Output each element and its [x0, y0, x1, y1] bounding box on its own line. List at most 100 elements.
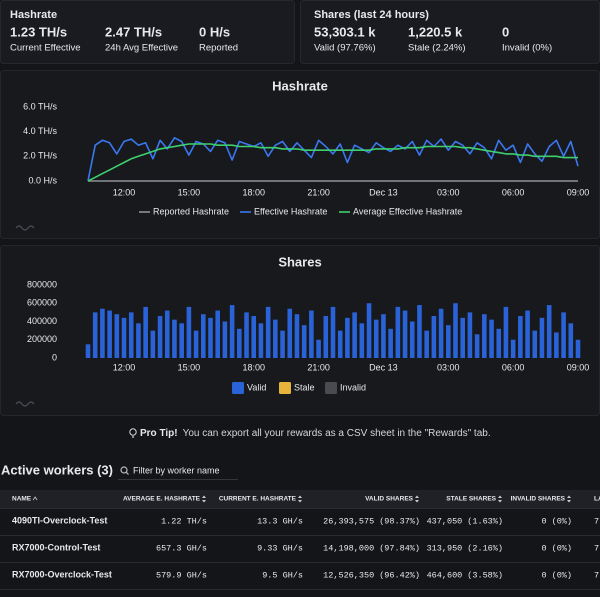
bar — [417, 305, 422, 358]
stat-label: Invalid (0%) — [502, 43, 552, 54]
cell-value: 0 — [541, 516, 546, 526]
pro-tip-text: You can export all your rewards as a CSV… — [183, 428, 491, 439]
bar — [345, 317, 350, 358]
y-tick-label: 800000 — [27, 279, 57, 289]
y-tick-label: 4.0 TH/s — [23, 126, 57, 136]
x-tick-label: 15:00 — [178, 187, 201, 197]
pro-tip-label: Pro Tip! — [140, 428, 178, 439]
bar — [424, 330, 429, 358]
bar — [92, 312, 98, 358]
bar — [373, 319, 379, 358]
bar — [114, 314, 120, 358]
y-tick-label: 0 — [52, 352, 57, 362]
legend-label: Valid — [247, 382, 266, 392]
bar — [539, 317, 545, 358]
bar — [388, 328, 393, 358]
cell-value: 7 — [594, 570, 599, 580]
bar — [431, 316, 437, 358]
bar — [503, 306, 509, 358]
legend-label: Invalid — [340, 382, 366, 392]
bar — [265, 306, 271, 358]
y-tick-label: 600000 — [27, 298, 57, 308]
column-header[interactable]: STALE SHARES — [446, 496, 496, 503]
worker-name: RX7000-Overclock-Test — [12, 569, 112, 579]
bar — [85, 344, 91, 358]
cell-value: 0 — [541, 543, 546, 553]
cell-value: 7 — [594, 516, 599, 526]
y-tick-label: 6.0 TH/s — [23, 101, 57, 111]
bar — [453, 303, 458, 358]
bar — [546, 305, 552, 358]
pro-tip: Pro Tip! You can export all your rewards … — [140, 428, 491, 439]
bar — [460, 317, 466, 358]
cell-value: 1.22 TH/s — [161, 516, 207, 526]
bar — [438, 308, 444, 358]
column-header[interactable]: INVALID SHARES — [511, 496, 566, 503]
bar — [352, 312, 357, 358]
bulb-icon — [129, 428, 137, 438]
cell-percent: (0%) — [552, 516, 572, 526]
column-header[interactable]: CURRENT E. HASHRATE — [219, 496, 297, 503]
column-header[interactable]: VALID SHARES — [365, 496, 414, 503]
bar — [554, 332, 559, 358]
bar — [273, 319, 278, 358]
cell-percent: (97.84%) — [379, 543, 420, 553]
bar — [482, 314, 487, 358]
hashrate-card — [0, 0, 295, 64]
bar — [186, 306, 192, 358]
table-header-bg — [0, 490, 600, 508]
legend-label: Effective Hashrate — [254, 206, 327, 216]
column-header[interactable]: AVERAGE E. HASHRATE — [123, 496, 201, 503]
bar — [525, 310, 530, 358]
bar — [143, 306, 148, 358]
y-tick-label: 400000 — [27, 316, 57, 326]
x-tick-label: 18:00 — [242, 362, 265, 372]
y-tick-label: 200000 — [27, 334, 57, 344]
x-tick-label: 09:00 — [567, 187, 590, 197]
bar — [445, 325, 451, 358]
bar — [222, 321, 228, 358]
bar — [121, 317, 127, 358]
bar — [172, 319, 177, 358]
legend-label: Average Effective Hashrate — [353, 206, 462, 216]
cell-value: 313,950 — [427, 543, 463, 553]
x-tick-label: 12:00 — [113, 187, 136, 197]
bar — [157, 316, 163, 358]
bar — [337, 330, 343, 358]
y-tick-label: 2.0 TH/s — [23, 151, 57, 161]
x-tick-label: 09:00 — [567, 362, 590, 372]
bar — [251, 316, 257, 358]
stat-label: Valid (97.76%) — [314, 43, 376, 54]
worker-name: 4090TI-Overclock-Test — [12, 515, 107, 525]
stat-label: Stale (2.24%) — [408, 43, 466, 54]
x-tick-label: 06:00 — [502, 362, 525, 372]
stat-label: Reported — [199, 43, 238, 54]
bar — [496, 328, 502, 358]
search-input[interactable]: Filter by worker name — [133, 465, 220, 475]
column-header[interactable]: NAME — [12, 496, 32, 503]
bar — [287, 308, 293, 358]
bar — [489, 319, 494, 358]
bar — [381, 314, 386, 358]
section-title: Active workers (3) — [1, 462, 113, 477]
bar — [215, 310, 221, 358]
y-tick-label: 0.0 H/s — [28, 175, 57, 185]
bar — [309, 310, 314, 358]
bar — [258, 323, 264, 358]
cell-value: 437,050 — [427, 516, 463, 526]
bar — [532, 330, 538, 358]
cell-percent: (0%) — [552, 543, 572, 553]
bar — [366, 303, 372, 358]
bar — [518, 316, 523, 358]
bar — [229, 305, 235, 358]
cell-value: 13.3 GH/s — [257, 516, 303, 526]
legend-label: Reported Hashrate — [153, 206, 229, 216]
cell-percent: (0%) — [552, 570, 572, 580]
cell-value: 12,526,350 — [323, 570, 374, 580]
logo-mark — [15, 401, 35, 407]
bar — [179, 323, 184, 358]
bar — [280, 330, 285, 358]
cell-percent: (2.16%) — [467, 543, 503, 553]
cell-value: 9.33 GH/s — [257, 543, 303, 553]
column-header[interactable]: LA — [594, 496, 600, 503]
